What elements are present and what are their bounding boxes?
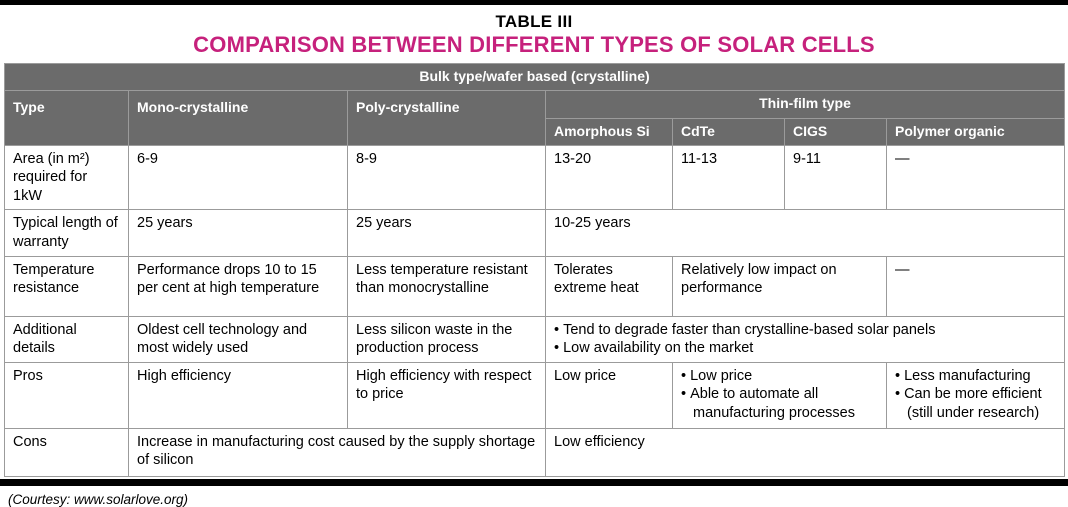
cell-area-poly: 8-9 [347, 144, 546, 211]
bullet-icon: • [895, 367, 901, 384]
header-row-thin-film: Amorphous Si CdTe CIGS Polymer organic [5, 117, 1066, 146]
courtesy-note: (Courtesy: www.solarlove.org) [8, 491, 189, 507]
header-type: Type [4, 89, 129, 146]
bullet-icon: • [681, 386, 687, 403]
header-amorphous-si: Amorphous Si [545, 117, 673, 146]
cell-pros-poly: High efficiency with respect to price [347, 361, 546, 429]
cell-temperature-amorphous: Tolerates extreme heat [545, 255, 673, 317]
bullet-item: • Can be more efficient (still under rese… [895, 385, 1056, 422]
row-area: Area (in m²) required for 1kW 6-9 8-9 13… [4, 144, 1066, 211]
cell-temperature-mono: Performance drops 10 to 15 per cent at h… [128, 255, 348, 317]
header-cigs: CIGS [784, 117, 887, 146]
row-pros: Pros High efficiency High efficiency wit… [4, 361, 1066, 429]
cell-temperature-cdte-cigs: Relatively low impact on performance [672, 255, 887, 317]
bullet-text: Tend to degrade faster than crystalline-… [563, 321, 936, 338]
bullet-icon: • [554, 340, 560, 357]
cell-additional-thin-film: • Tend to degrade faster than crystalline… [544, 315, 1066, 363]
row-temperature: Temperature resistance Performance drops… [4, 255, 1066, 317]
row-label-warranty: Typical length of warranty [4, 209, 129, 257]
bullet-item: • Tend to degrade faster than crystalline… [554, 321, 1056, 340]
cell-temperature-poly: Less temperature resistant than monocrys… [347, 255, 546, 317]
cell-area-cigs: 9-11 [784, 144, 887, 211]
header-mono-crystalline: Mono-crystalline [128, 89, 348, 146]
cell-cons-crystalline: Increase in manufacturing cost caused by… [128, 427, 546, 477]
bullet-text: Low price [690, 367, 753, 384]
cell-warranty-mono: 25 years [128, 209, 348, 257]
row-additional-details: Additional details Oldest cell technolog… [4, 315, 1066, 363]
header-row-main: Type Mono-crystalline Poly-crystalline T… [4, 89, 1066, 146]
header-thin-film-group: Thin-film type [544, 89, 1066, 119]
header-polymer-organic: Polymer organic [885, 117, 1066, 146]
bullet-item: • Low availability on the market [554, 339, 1056, 358]
row-label-pros: Pros [4, 361, 129, 429]
top-rule [0, 0, 1068, 5]
header-poly-crystalline: Poly-crystalline [347, 89, 546, 146]
cell-area-amorphous: 13-20 [545, 144, 673, 211]
cell-cons-thin-film: Low efficiency [544, 427, 1066, 477]
bullet-item: • Able to automate all manufacturing proc… [681, 385, 878, 422]
header-bulk-group: Bulk type/wafer based (crystalline) [3, 63, 1066, 91]
table-number: TABLE III [495, 12, 573, 31]
row-label-additional: Additional details [4, 315, 129, 363]
cell-warranty-poly: 25 years [347, 209, 546, 257]
page-title: COMPARISON BETWEEN DIFFERENT TYPES OF SO… [193, 32, 875, 57]
row-cons: Cons Increase in manufacturing cost caus… [4, 427, 1066, 477]
cell-warranty-thin-film: 10-25 years [544, 209, 1066, 257]
title-block: TABLE III COMPARISON BETWEEN DIFFERENT T… [0, 5, 1068, 63]
cell-additional-mono: Oldest cell technology and most widely u… [128, 315, 348, 363]
cell-additional-poly: Less silicon waste in the production pro… [347, 315, 546, 363]
bullet-item: • Low price [681, 367, 878, 386]
cell-temperature-polymer: — [885, 255, 1066, 317]
row-label-temperature: Temperature resistance [4, 255, 129, 317]
bullet-icon: • [681, 367, 687, 384]
bullet-text: Less manufacturing [904, 367, 1031, 384]
cell-area-cdte: 11-13 [672, 144, 785, 211]
cell-pros-cdte-cigs: • Low price • Able to automate all manufac… [672, 361, 887, 429]
cell-area-polymer: — [885, 144, 1066, 211]
bullet-icon: • [895, 386, 901, 403]
cell-area-mono: 6-9 [128, 144, 348, 211]
bottom-rule [0, 478, 1068, 486]
header-cdte: CdTe [672, 117, 785, 146]
bullet-text: Able to automate all manufacturing proce… [690, 386, 855, 421]
bullet-text: Low availability on the market [563, 340, 754, 357]
header-row-group: Bulk type/wafer based (crystalline) [3, 63, 1066, 91]
bullet-text: Can be more efficient (still under resea… [904, 386, 1042, 421]
cell-pros-amorphous: Low price [545, 361, 673, 429]
bullet-icon: • [554, 321, 560, 338]
solar-cells-comparison-table: Bulk type/wafer based (crystalline) Type… [3, 63, 1066, 477]
cell-pros-polymer: • Less manufacturing • Can be more efficie… [885, 361, 1066, 429]
row-warranty: Typical length of warranty 25 years 25 y… [4, 209, 1066, 257]
cell-pros-mono: High efficiency [128, 361, 348, 429]
bullet-item: • Less manufacturing [895, 367, 1056, 386]
row-label-area: Area (in m²) required for 1kW [4, 144, 129, 211]
row-label-cons: Cons [4, 427, 129, 477]
